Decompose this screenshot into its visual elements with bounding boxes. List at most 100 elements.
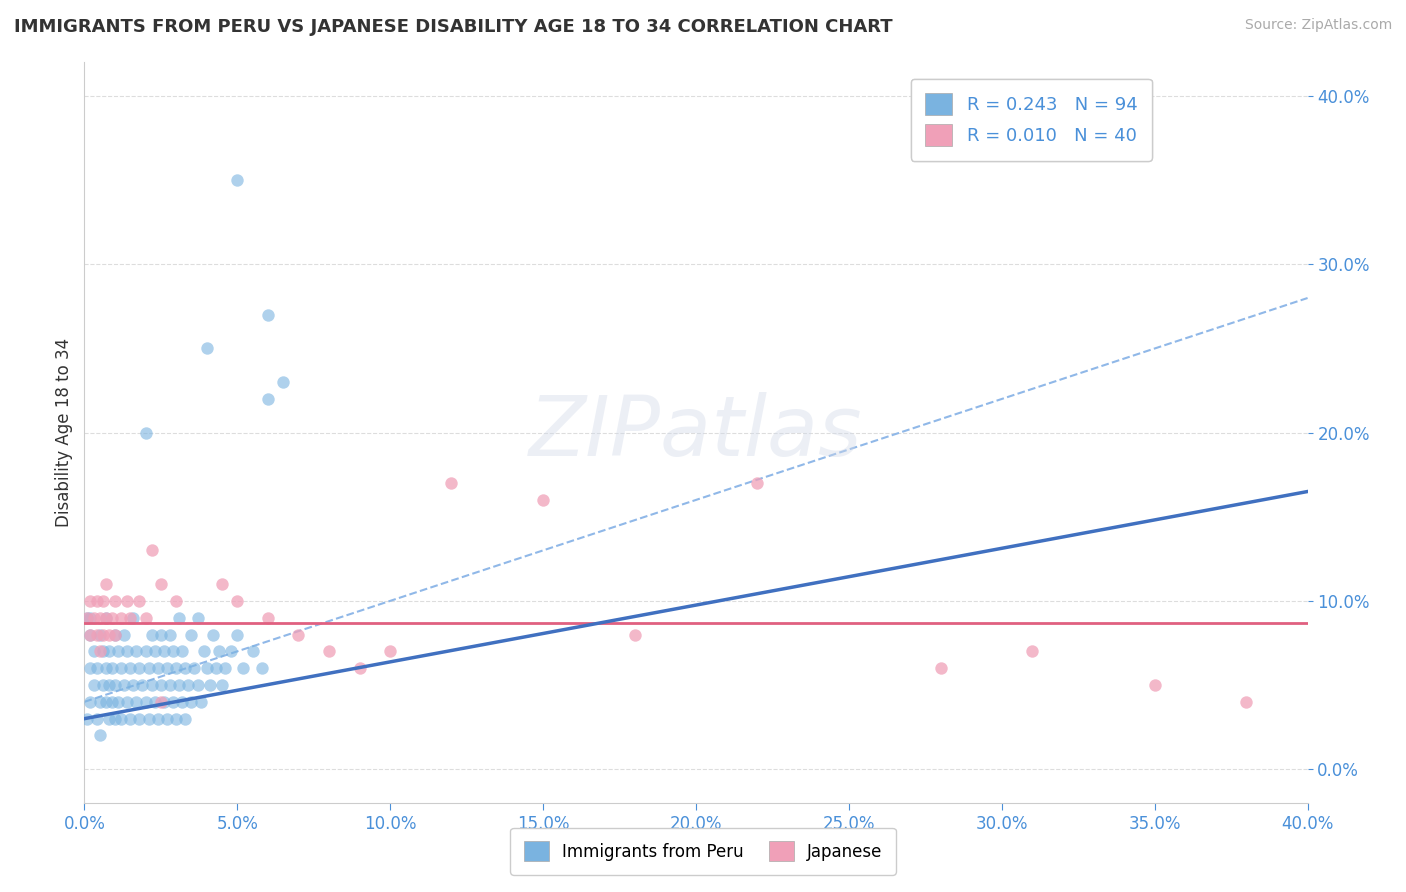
Point <box>1021 644 1043 658</box>
Point <box>146 661 169 675</box>
Point <box>120 712 142 726</box>
Point <box>159 678 181 692</box>
Point <box>128 712 150 726</box>
Point <box>122 610 145 624</box>
Point <box>76 610 98 624</box>
Point <box>104 678 127 692</box>
Point <box>79 610 101 624</box>
Text: IMMIGRANTS FROM PERU VS JAPANESE DISABILITY AGE 18 TO 34 CORRELATION CHART: IMMIGRANTS FROM PERU VS JAPANESE DISABIL… <box>14 18 893 36</box>
Point <box>198 678 221 692</box>
Point <box>86 594 108 608</box>
Point <box>83 610 105 624</box>
Point <box>97 712 120 726</box>
Point <box>83 644 105 658</box>
Text: Source: ZipAtlas.com: Source: ZipAtlas.com <box>1244 18 1392 32</box>
Point <box>89 610 111 624</box>
Point <box>180 695 202 709</box>
Point <box>128 661 150 675</box>
Point <box>79 594 101 608</box>
Point <box>101 695 124 709</box>
Point <box>183 661 205 675</box>
Point <box>149 678 172 692</box>
Point <box>143 644 166 658</box>
Point <box>135 610 157 624</box>
Point <box>135 695 157 709</box>
Point <box>86 712 108 726</box>
Point <box>101 610 124 624</box>
Point <box>149 695 172 709</box>
Point <box>257 308 280 322</box>
Point <box>79 627 101 641</box>
Point <box>138 661 160 675</box>
Point <box>211 577 233 591</box>
Point <box>186 610 208 624</box>
Point <box>79 695 101 709</box>
Point <box>162 695 184 709</box>
Point <box>94 610 117 624</box>
Point <box>250 661 273 675</box>
Point <box>214 661 236 675</box>
Point <box>120 610 142 624</box>
Point <box>91 678 114 692</box>
Point <box>440 476 463 491</box>
Point <box>110 610 132 624</box>
Point <box>120 661 142 675</box>
Point <box>624 627 647 641</box>
Point <box>232 661 254 675</box>
Point <box>89 695 111 709</box>
Point <box>91 594 114 608</box>
Point <box>162 644 184 658</box>
Point <box>97 644 120 658</box>
Point <box>86 627 108 641</box>
Point <box>153 644 176 658</box>
Point <box>195 342 218 356</box>
Point <box>91 644 114 658</box>
Point <box>156 661 179 675</box>
Point <box>110 661 132 675</box>
Point <box>271 375 294 389</box>
Point <box>107 695 129 709</box>
Point <box>747 476 769 491</box>
Point <box>167 678 190 692</box>
Point <box>141 678 163 692</box>
Point <box>101 661 124 675</box>
Point <box>91 627 114 641</box>
Point <box>380 644 402 658</box>
Point <box>94 661 117 675</box>
Point <box>929 661 952 675</box>
Point <box>195 661 218 675</box>
Point <box>226 594 249 608</box>
Point <box>135 425 157 440</box>
Point <box>186 678 208 692</box>
Point <box>211 678 233 692</box>
Point <box>97 627 120 641</box>
Point <box>156 712 179 726</box>
Point <box>1236 695 1258 709</box>
Point <box>143 695 166 709</box>
Point <box>122 678 145 692</box>
Point <box>94 695 117 709</box>
Point <box>205 661 228 675</box>
Point <box>146 712 169 726</box>
Point <box>104 627 127 641</box>
Point <box>104 594 127 608</box>
Point <box>180 627 202 641</box>
Point <box>115 594 138 608</box>
Point <box>104 712 127 726</box>
Point <box>159 627 181 641</box>
Point <box>257 610 280 624</box>
Point <box>141 543 163 558</box>
Point <box>201 627 224 641</box>
Point <box>112 627 135 641</box>
Point <box>172 644 194 658</box>
Point <box>226 173 249 187</box>
Point <box>86 661 108 675</box>
Point <box>242 644 264 658</box>
Point <box>76 712 98 726</box>
Point <box>79 661 101 675</box>
Point <box>190 695 212 709</box>
Point <box>318 644 340 658</box>
Point <box>125 644 148 658</box>
Point <box>83 678 105 692</box>
Point <box>165 661 187 675</box>
